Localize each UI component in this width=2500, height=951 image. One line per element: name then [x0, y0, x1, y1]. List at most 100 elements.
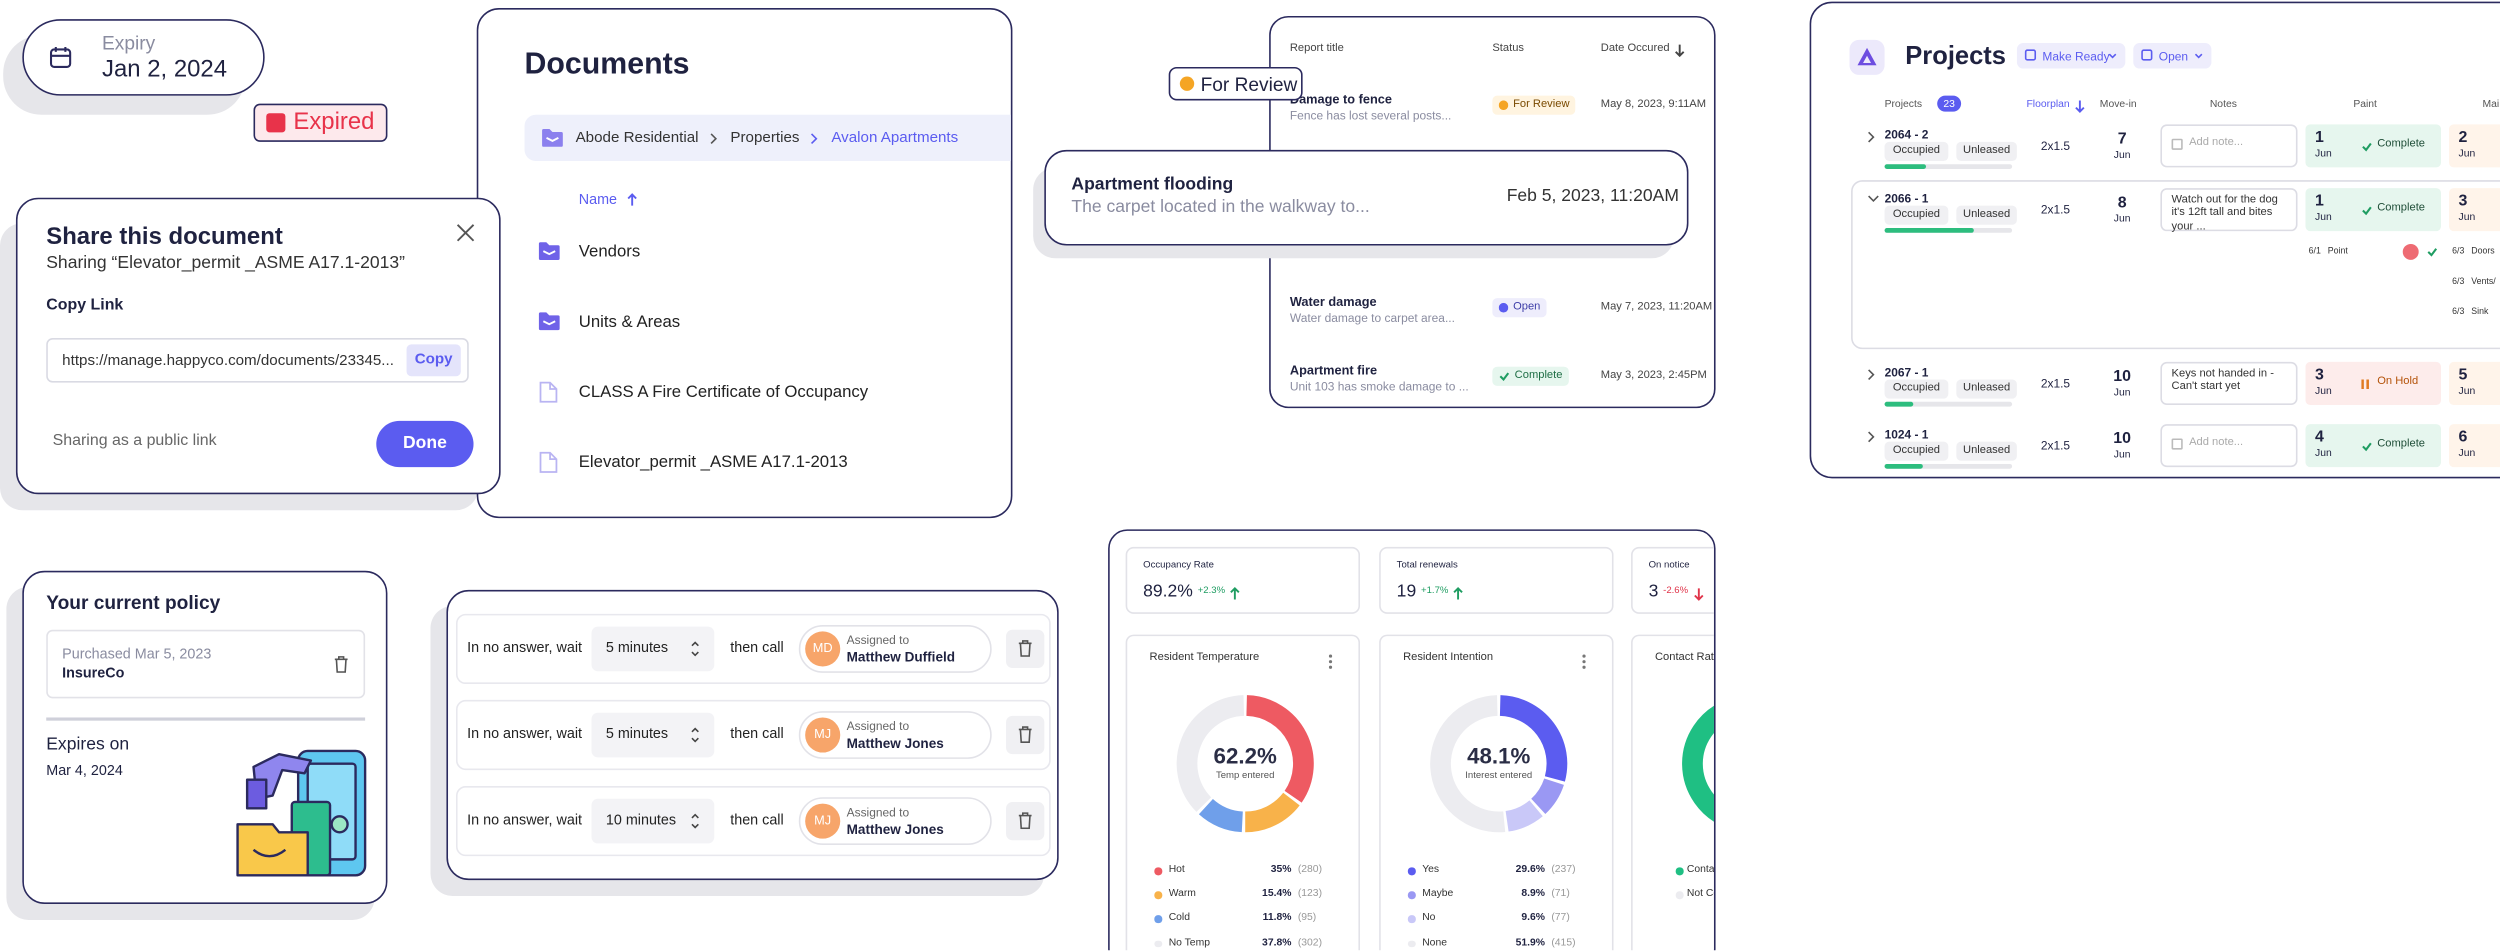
trend-arrow: [1453, 586, 1464, 600]
icon-part: [1868, 195, 1879, 203]
delete-button[interactable]: [1006, 715, 1045, 755]
more-button[interactable]: [1582, 654, 1587, 670]
tag-chip: Occupied: [1884, 379, 1949, 399]
stat-card: Occupancy Rate 89.2% +2.3%: [1125, 546, 1361, 614]
note-box[interactable]: Add note...: [2160, 124, 2298, 168]
icon: [2361, 379, 2369, 390]
filter-chip[interactable]: Open: [2133, 43, 2212, 69]
delay-select[interactable]: 5 minutes: [591, 626, 715, 672]
sort-header[interactable]: Name: [578, 191, 618, 208]
done-button[interactable]: Done: [376, 420, 474, 468]
breadcrumb-item[interactable]: Abode Residential: [575, 128, 699, 147]
dialog-title: Share this document: [46, 223, 283, 251]
icon-part: [1582, 665, 1586, 669]
delay-select[interactable]: 10 minutes: [591, 798, 715, 844]
unit-label: 2066 - 1: [1884, 191, 1929, 206]
paint-status: Complete: [2377, 202, 2426, 214]
note-text: Keys not handed in - Can't start yet: [2171, 368, 2274, 393]
delay-select[interactable]: 5 minutes: [591, 712, 715, 758]
note-box[interactable]: Keys not handed in - Can't start yet: [2160, 361, 2298, 405]
copy-button[interactable]: Copy: [406, 344, 461, 377]
paint-cell: 1 Jun Complete: [2305, 188, 2442, 232]
icon: [49, 47, 72, 69]
icon: [2194, 53, 2203, 59]
icon-part: [1693, 587, 1704, 601]
close-button[interactable]: [456, 223, 475, 242]
icon: [811, 132, 819, 144]
expires-label: Expires on: [46, 735, 130, 755]
next-month: Jun: [2458, 385, 2476, 398]
paint-status: On Hold: [2377, 376, 2419, 388]
move-in-day: 8: [2117, 194, 2127, 213]
paint-day: 1: [2315, 192, 2324, 211]
more-button[interactable]: [1328, 654, 1333, 670]
icon: [1868, 195, 1879, 203]
chip-text: Open: [2158, 49, 2189, 64]
icon-part: [2361, 379, 2364, 390]
avatar-initials: MD: [812, 640, 833, 656]
file-icon: [539, 451, 558, 473]
delete-icon[interactable]: [333, 655, 349, 673]
filter-chip[interactable]: Make Ready: [2016, 43, 2126, 69]
call-action: then call: [730, 811, 784, 828]
report-date: May 3, 2023, 2:45PM: [1600, 369, 1707, 382]
tag-chip: Occupied: [1884, 441, 1949, 461]
folder-icon: [537, 311, 561, 332]
icon: [538, 312, 560, 331]
call-prompt: In no answer, wait: [467, 725, 583, 742]
icon: [2108, 53, 2117, 59]
icon-part: [252, 848, 287, 858]
icon-part: [1863, 55, 1872, 63]
breadcrumb-item[interactable]: Avalon Apartments: [831, 128, 959, 147]
status-icon: [2361, 206, 2372, 216]
dialog-subtitle: Sharing “Elevator_permit _ASME A17.1-201…: [46, 253, 405, 273]
floorplan: 2x1.5: [2040, 438, 2071, 453]
icon-part: [1018, 640, 1032, 657]
note-text: Add note...: [2189, 436, 2244, 449]
icon-part: [2362, 206, 2372, 216]
document-name[interactable]: Vendors: [578, 242, 641, 262]
legend-name: None: [1422, 936, 1447, 949]
donut-center-value: 62.2%: [1213, 742, 1277, 769]
status-icon: [1498, 302, 1509, 313]
report-description: Unit 103 has smoke damage to ...: [1289, 379, 1469, 394]
delete-button[interactable]: [1006, 629, 1045, 669]
task-name: Sink: [2471, 307, 2489, 318]
icon: [2362, 142, 2372, 152]
legend-dot: [1407, 867, 1416, 875]
avatar: MJ: [805, 803, 841, 839]
note-box[interactable]: Add note...: [2160, 424, 2298, 468]
status-icon: [2361, 379, 2369, 390]
note-box[interactable]: Watch out for the dog it's 12ft tall and…: [2160, 188, 2298, 232]
tag-text: Unleased: [1963, 208, 2011, 221]
tag-text: Occupied: [1892, 444, 1941, 456]
document-name[interactable]: Units & Areas: [578, 312, 681, 332]
legend-name: No: [1422, 912, 1436, 924]
paint-day: 4: [2315, 428, 2324, 447]
icon: [691, 727, 699, 743]
call-chain-card: In no answer, wait 5 minutes then call MD As…: [446, 589, 1059, 881]
delete-button[interactable]: [1006, 801, 1045, 841]
move-in-month: Jun: [2113, 149, 2131, 162]
document-name[interactable]: Elevator_permit _ASME A17.1-2013: [578, 452, 848, 472]
icon-part: [2075, 100, 2085, 113]
legend-value: 11.8%: [1262, 912, 1292, 924]
stat-label: Occupancy Rate: [1143, 561, 1214, 571]
icon-part: [2362, 442, 2372, 452]
donut-title: Contact Rate: [1654, 652, 1716, 664]
chip-icon: [2141, 49, 2153, 61]
report-card: Apartment flooding The carpet located in …: [1044, 149, 1689, 246]
donut-segment: [1499, 695, 1568, 782]
breadcrumb-item[interactable]: Properties: [730, 128, 800, 147]
icon-part: [2194, 53, 2203, 59]
icon-part: [691, 727, 699, 743]
icon-part: [245, 778, 268, 810]
stepper-icon: [690, 639, 700, 658]
icon: [539, 451, 558, 473]
delete-icon: [1017, 639, 1033, 657]
document-name[interactable]: CLASS A Fire Certificate of Occupancy: [578, 382, 869, 402]
floorplan: 2x1.5: [2040, 376, 2071, 391]
legend-count: (77): [1551, 912, 1570, 924]
